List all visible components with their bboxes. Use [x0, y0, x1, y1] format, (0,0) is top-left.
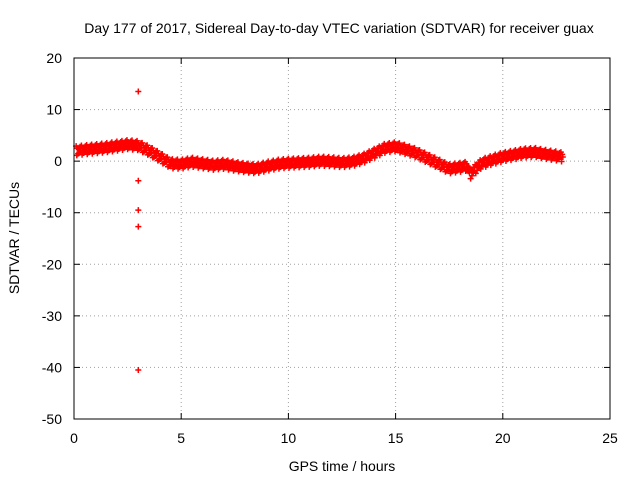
data-point: [559, 154, 566, 161]
data-point: [463, 160, 470, 167]
x-tick-label: 5: [177, 430, 185, 446]
y-tick-label: -40: [42, 359, 62, 375]
data-point: [467, 175, 474, 182]
x-tick-label: 25: [602, 430, 618, 446]
x-tick-label: 15: [388, 430, 404, 446]
y-tick-label: -30: [42, 308, 62, 324]
outlier-point: [135, 207, 142, 214]
tick-labels: 0 5 10 15 20 25 -50 -40 -30 -20 -10 0 10 20: [42, 50, 618, 446]
data-point: [558, 158, 565, 165]
y-tick-label: -20: [42, 256, 62, 272]
outlier-point: [135, 367, 142, 374]
y-axis-label: SDTVAR / TECUs: [6, 182, 22, 294]
y-tick-label: 20: [46, 50, 62, 66]
y-tick-label: 0: [54, 153, 62, 169]
chart-title: Day 177 of 2017, Sidereal Day-to-day VTE…: [84, 20, 593, 36]
outlier-point: [135, 88, 142, 95]
x-axis-label: GPS time / hours: [289, 458, 396, 474]
tick-marks: [73, 57, 611, 420]
x-tick-label: 0: [70, 430, 78, 446]
outlier-point: [135, 177, 142, 184]
plot-frame: [73, 57, 611, 420]
y-tick-label: -10: [42, 205, 62, 221]
outlier-point: [135, 223, 142, 230]
data-points: [73, 88, 566, 374]
y-tick-label: -50: [42, 411, 62, 427]
x-tick-label: 10: [281, 430, 297, 446]
x-tick-label: 20: [495, 430, 511, 446]
data-point: [465, 164, 472, 171]
grid: [74, 58, 610, 419]
y-tick-label: 10: [46, 102, 62, 118]
